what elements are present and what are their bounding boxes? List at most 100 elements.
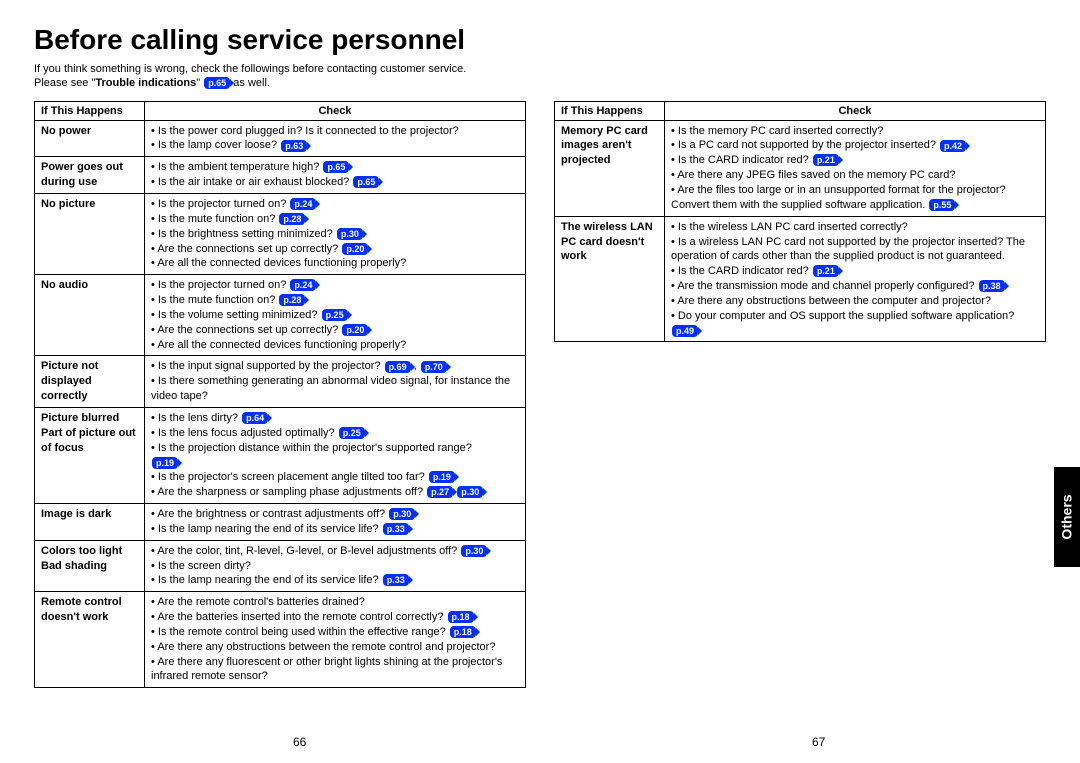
- list-item: Is the volume setting minimized? p.25: [151, 308, 519, 323]
- page-ref-icon: p.28: [279, 294, 305, 306]
- check-text: Is the wireless LAN PC card inserted cor…: [678, 221, 908, 233]
- col-header-check: Check: [665, 101, 1046, 120]
- symptom-label: Image is dark: [35, 504, 145, 541]
- check-text: Are the color, tint, R-level, G-level, o…: [157, 545, 460, 557]
- list-item: Are the brightness or contrast adjustmen…: [151, 507, 519, 522]
- check-cell: Is the projector turned on? p.24 Is the m…: [145, 193, 526, 274]
- check-cell: Is the wireless LAN PC card inserted cor…: [665, 216, 1046, 342]
- check-text: Is the projector turned on?: [158, 198, 289, 210]
- check-text: Are the transmission mode and channel pr…: [677, 280, 977, 292]
- left-column: If This Happens Check No powerIs the pow…: [34, 101, 526, 689]
- table-row: The wireless LAN PC card doesn't workIs …: [555, 216, 1046, 342]
- list-item: Is the CARD indicator red? p.21: [671, 153, 1039, 168]
- page-ref-icon: p.42: [940, 140, 966, 152]
- check-text: Is the CARD indicator red?: [678, 154, 812, 166]
- symptom-label: Picture not displayed correctly: [35, 356, 145, 408]
- page-ref-icon: p.70: [421, 361, 447, 373]
- page-ref-icon: p.28: [279, 213, 305, 225]
- symptom-label: Picture blurred Part of picture out of f…: [35, 407, 145, 503]
- list-item: Is the memory PC card inserted correctly…: [671, 124, 1039, 139]
- symptom-label: No picture: [35, 193, 145, 274]
- intro-text: If you think something is wrong, check t…: [34, 62, 1046, 91]
- list-item: Is the mute function on? p.28: [151, 212, 519, 227]
- check-text: Is the power cord plugged in? Is it conn…: [158, 125, 459, 137]
- table-row: Power goes out during useIs the ambient …: [35, 157, 526, 194]
- check-text: Is the memory PC card inserted correctly…: [678, 125, 883, 137]
- page-ref-icon: p.21: [813, 265, 839, 277]
- page-ref-icon: p.19: [152, 457, 178, 469]
- intro-line1: If you think something is wrong, check t…: [34, 62, 1046, 76]
- list-item: Is the lens focus adjusted optimally? p.…: [151, 426, 519, 441]
- page-ref-icon: p.30: [389, 508, 415, 520]
- page-ref-icon: p.25: [339, 427, 365, 439]
- page-title: Before calling service personnel: [34, 24, 1046, 56]
- page-ref-icon: p.55: [929, 199, 955, 211]
- list-item: Is there something generating an abnorma…: [151, 374, 519, 404]
- list-item: Is the projector's screen placement angl…: [151, 470, 519, 485]
- check-text: Is the CARD indicator red?: [678, 265, 812, 277]
- check-text: Is the projector's screen placement angl…: [158, 471, 428, 483]
- check-text: Is there something generating an abnorma…: [151, 375, 510, 402]
- right-column: If This Happens Check Memory PC card ima…: [554, 101, 1046, 689]
- page-ref-icon: p.27: [427, 486, 453, 498]
- check-text: Is the mute function on?: [158, 213, 278, 225]
- list-item: Is the air intake or air exhaust blocked…: [151, 175, 519, 190]
- check-text: Is the air intake or air exhaust blocked…: [158, 176, 352, 188]
- content-columns: If This Happens Check No powerIs the pow…: [34, 101, 1046, 689]
- list-item: Is the CARD indicator red? p.21: [671, 264, 1039, 279]
- page-ref-icon: p.38: [979, 280, 1005, 292]
- check-text: Do your computer and OS support the supp…: [678, 310, 1014, 322]
- check-text: Is a wireless LAN PC card not supported …: [671, 236, 1025, 263]
- list-item: Are there any JPEG files saved on the me…: [671, 168, 1039, 183]
- table-row: No powerIs the power cord plugged in? Is…: [35, 120, 526, 157]
- list-item: Is the brightness setting minimized? p.3…: [151, 227, 519, 242]
- page-ref-icon: p.33: [383, 574, 409, 586]
- symptom-label: The wireless LAN PC card doesn't work: [555, 216, 665, 342]
- page-ref-icon: p.64: [242, 412, 268, 424]
- check-cell: Are the brightness or contrast adjustmen…: [145, 504, 526, 541]
- symptom-label: Power goes out during use: [35, 157, 145, 194]
- table-row: Picture not displayed correctly Is the in…: [35, 356, 526, 408]
- check-text: Are the brightness or contrast adjustmen…: [157, 508, 388, 520]
- check-cell: Is the input signal supported by the pro…: [145, 356, 526, 408]
- page-ref-icon: p.18: [448, 611, 474, 623]
- side-tab-others: Others: [1054, 467, 1080, 567]
- page-ref-icon: p.30: [461, 545, 487, 557]
- table-row: Remote control doesn't workAre the remot…: [35, 592, 526, 688]
- table-row: Colors too light Bad shadingAre the colo…: [35, 540, 526, 592]
- page-ref-icon: p.20: [342, 243, 368, 255]
- check-text: Is the projection distance within the pr…: [158, 442, 472, 454]
- list-item: Are the files too large or in an unsuppo…: [671, 183, 1039, 213]
- page-ref-icon: p.24: [290, 198, 316, 210]
- list-item: Do your computer and OS support the supp…: [671, 309, 1039, 339]
- list-item: Is the projection distance within the pr…: [151, 441, 519, 471]
- list-item: Is the remote control being used within …: [151, 625, 519, 640]
- check-cell: Is the ambient temperature high? p.65Is …: [145, 157, 526, 194]
- list-item: Are the color, tint, R-level, G-level, o…: [151, 544, 519, 559]
- table-row: No audioIs the projector turned on? p.24…: [35, 275, 526, 356]
- list-item: Is the lamp nearing the end of its servi…: [151, 573, 519, 588]
- page-ref-icon: p.20: [342, 324, 368, 336]
- check-cell: Are the color, tint, R-level, G-level, o…: [145, 540, 526, 592]
- check-text: Is the mute function on?: [158, 294, 278, 306]
- check-cell: Is the power cord plugged in? Is it conn…: [145, 120, 526, 157]
- check-cell: Are the remote control's batteries drain…: [145, 592, 526, 688]
- list-item: Is the projector turned on? p.24: [151, 278, 519, 293]
- table-row: Memory PC card images aren't projectedIs…: [555, 120, 1046, 216]
- list-item: Is a wireless LAN PC card not supported …: [671, 235, 1039, 265]
- check-text: Is the ambient temperature high?: [158, 161, 322, 173]
- list-item: Is the ambient temperature high? p.65: [151, 160, 519, 175]
- list-item: Is the mute function on? p.28: [151, 293, 519, 308]
- page-ref-icon: p.69: [385, 361, 411, 373]
- list-item: Is the screen dirty?: [151, 559, 519, 574]
- list-item: Is the lens dirty? p.64: [151, 411, 519, 426]
- list-item: Is the input signal supported by the pro…: [151, 359, 519, 374]
- check-text: Are there any fluorescent or other brigh…: [151, 656, 502, 683]
- list-item: Are all the connected devices functionin…: [151, 338, 519, 353]
- list-item: Are the connections set up correctly? p.…: [151, 242, 519, 257]
- table-row: Image is dark Are the brightness or contr…: [35, 504, 526, 541]
- table-row: No pictureIs the projector turned on? p.…: [35, 193, 526, 274]
- check-text: Are there any JPEG files saved on the me…: [677, 169, 955, 181]
- list-item: Is a PC card not supported by the projec…: [671, 138, 1039, 153]
- page-number-left: 66: [293, 735, 306, 749]
